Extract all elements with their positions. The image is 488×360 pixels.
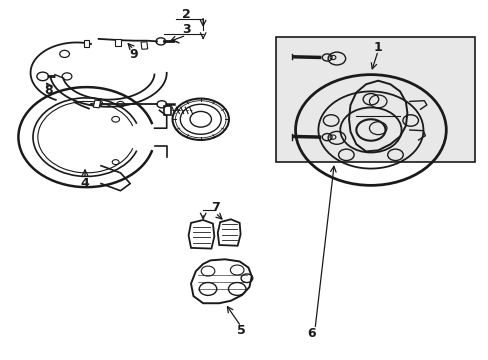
Text: 8: 8 xyxy=(44,84,53,97)
Bar xyxy=(93,100,101,108)
Text: 2: 2 xyxy=(182,9,190,22)
Bar xyxy=(141,42,147,49)
Text: 9: 9 xyxy=(129,48,138,61)
Polygon shape xyxy=(276,37,474,162)
Text: 3: 3 xyxy=(182,23,190,36)
Text: 6: 6 xyxy=(306,327,315,340)
Text: 7: 7 xyxy=(210,201,219,214)
Text: 4: 4 xyxy=(81,177,89,190)
Text: 5: 5 xyxy=(236,324,245,337)
Text: 1: 1 xyxy=(373,41,382,54)
Bar xyxy=(115,39,121,46)
Bar xyxy=(83,40,89,47)
